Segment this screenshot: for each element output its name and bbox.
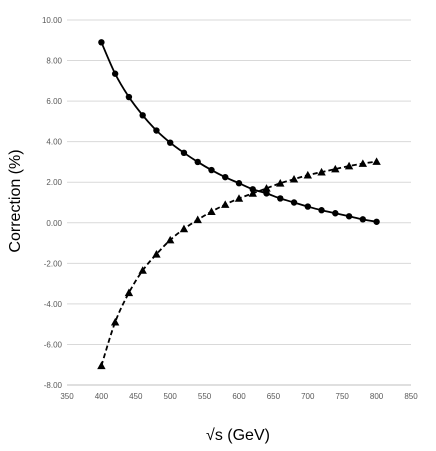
y-tick-label: -2.00 (44, 259, 63, 268)
y-tick-label: -6.00 (44, 340, 63, 349)
x-tick-label: 450 (129, 392, 143, 401)
series-2-point (248, 189, 257, 197)
y-tick-label: 6.00 (46, 97, 62, 106)
series-1-point (304, 203, 311, 210)
x-tick-label: 700 (301, 392, 315, 401)
series-1 (98, 39, 380, 225)
series-2-point (179, 224, 189, 233)
series-2-point (152, 250, 161, 258)
series-1-point (318, 207, 325, 214)
series-2 (97, 157, 381, 370)
series-2-point (344, 161, 354, 170)
x-tick-label: 600 (232, 392, 246, 401)
series-1-point (345, 213, 353, 220)
series-2-point (262, 184, 271, 192)
series-2-point (276, 179, 285, 187)
series-2-point (124, 288, 134, 297)
x-tick-label: 500 (164, 392, 178, 401)
series-1-point (194, 158, 201, 166)
series-2-point (110, 317, 120, 326)
series-2-point (97, 361, 106, 370)
x-tick-label: 750 (336, 392, 350, 401)
series-2-point (317, 167, 326, 176)
series-2-point (372, 157, 381, 165)
series-1-point (111, 70, 119, 77)
y-tick-label: 0.00 (46, 219, 62, 228)
series-2-point (207, 207, 216, 215)
x-tick-label: 550 (198, 392, 212, 401)
y-tick-label: -8.00 (44, 381, 63, 390)
series-2-point (289, 174, 299, 183)
series-2-point (166, 235, 175, 244)
series-1-point (139, 112, 146, 119)
y-tick-label: -4.00 (44, 300, 63, 309)
series-1-point (373, 218, 380, 225)
y-tick-label: 2.00 (46, 178, 62, 187)
series-1-point (263, 190, 270, 197)
series-1-point (277, 195, 284, 202)
series-2-point (138, 266, 147, 274)
series-1-point (180, 149, 188, 157)
series-2-point (193, 215, 202, 224)
y-tick-label: 8.00 (46, 57, 62, 66)
series-1-point (235, 180, 243, 187)
series-1-point (167, 139, 174, 146)
series-2-point (331, 164, 340, 173)
series-1-point (332, 210, 339, 217)
series-2-point (358, 159, 368, 167)
series-1-point (222, 173, 229, 181)
y-tick-label: 4.00 (46, 138, 62, 147)
x-tick-label: 800 (370, 392, 384, 401)
series-2-point (234, 194, 244, 202)
series-1-point (208, 166, 215, 174)
tick-labels: -8.00 -6.00 -4.00 -2.00 0.00 2.00 4.00 6.00 8.00… (42, 16, 418, 401)
x-tick-label: 650 (267, 392, 281, 401)
y-axis-title: Correction (%) (7, 149, 24, 252)
series-2-point (303, 170, 312, 179)
x-tick-label: 400 (95, 392, 109, 401)
series-1-point (98, 39, 105, 46)
series-1-point (125, 93, 133, 101)
series-1-point (153, 127, 160, 134)
x-tick-label: 350 (60, 392, 74, 401)
x-axis-title: √s (GeV) (206, 427, 270, 444)
series-1-point (290, 199, 298, 206)
x-tick-label: 850 (404, 392, 418, 401)
series-layer (97, 39, 381, 370)
series-2-point (221, 200, 230, 208)
y-tick-label: 10.00 (42, 16, 63, 25)
series-1-point (359, 216, 367, 223)
